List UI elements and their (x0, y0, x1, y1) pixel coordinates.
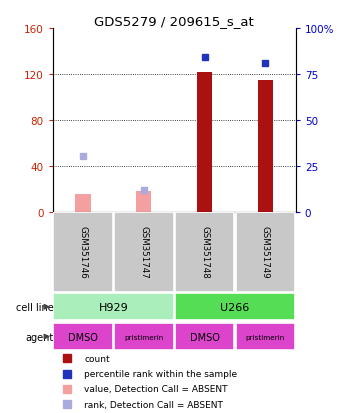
Bar (53, 212, 113, 292)
Bar (236, 212, 295, 292)
Bar (175, 323, 234, 351)
Text: pristimerin: pristimerin (246, 334, 285, 340)
Text: percentile rank within the sample: percentile rank within the sample (84, 369, 237, 378)
Text: GSM351746: GSM351746 (79, 226, 88, 278)
Bar (114, 212, 174, 292)
Text: H929: H929 (99, 302, 129, 312)
Bar (175, 212, 234, 292)
Bar (75, 195, 91, 212)
Bar (236, 323, 295, 351)
Text: agent: agent (25, 332, 53, 342)
Bar (114, 323, 174, 351)
Bar (53, 293, 174, 321)
Text: U266: U266 (220, 302, 250, 312)
Bar (175, 293, 295, 321)
Text: GSM351747: GSM351747 (139, 226, 148, 278)
Text: DMSO: DMSO (68, 332, 98, 342)
Text: GSM351749: GSM351749 (261, 226, 270, 278)
Title: GDS5279 / 209615_s_at: GDS5279 / 209615_s_at (95, 15, 254, 28)
Text: rank, Detection Call = ABSENT: rank, Detection Call = ABSENT (84, 400, 223, 409)
Bar (53, 323, 113, 351)
Text: GSM351748: GSM351748 (200, 226, 209, 278)
Bar (136, 191, 151, 212)
Text: value, Detection Call = ABSENT: value, Detection Call = ABSENT (84, 385, 228, 394)
Bar (197, 72, 212, 212)
Text: DMSO: DMSO (190, 332, 220, 342)
Text: count: count (84, 354, 110, 363)
Text: pristimerin: pristimerin (124, 334, 164, 340)
Text: cell line: cell line (16, 302, 53, 312)
Bar (258, 81, 273, 212)
